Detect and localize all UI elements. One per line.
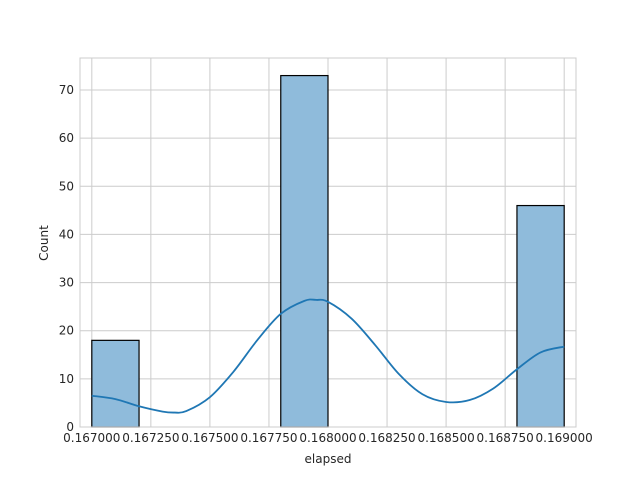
histogram-bar [91, 339, 140, 428]
histogram-bar [280, 74, 329, 428]
x-tick-label: 0.168500 [417, 431, 474, 445]
y-tick-labels: 0 10 20 30 40 50 60 70 [59, 83, 74, 434]
y-tick-label: 70 [59, 83, 74, 97]
y-tick-label: 0 [66, 420, 74, 434]
y-axis-title: Count [37, 225, 51, 261]
plot-frame [79, 57, 577, 428]
x-tick-label: 0.167000 [63, 431, 120, 445]
x-tick-labels: 0.167000 0.167250 0.167500 0.167750 0.168000… [63, 431, 593, 445]
x-tick-label: 0.168000 [299, 431, 356, 445]
histogram-bar [516, 204, 565, 428]
x-tick-label: 0.168250 [358, 431, 415, 445]
histogram-bars [91, 74, 565, 428]
y-tick-label: 20 [59, 324, 74, 338]
y-tick-label: 60 [59, 131, 74, 145]
kde-curve-group [91, 298, 565, 414]
x-tick-label: 0.167250 [122, 431, 179, 445]
x-tick-label: 0.167500 [181, 431, 238, 445]
x-tick-label: 0.167750 [240, 431, 297, 445]
x-tick-label: 0.169000 [536, 431, 593, 445]
kde-line [91, 298, 565, 414]
y-tick-label: 50 [59, 179, 74, 193]
y-tick-label: 40 [59, 227, 74, 241]
x-tick-label: 0.168750 [477, 431, 534, 445]
y-tick-label: 30 [59, 276, 74, 290]
y-tick-label: 10 [59, 372, 74, 386]
x-axis-title: elapsed [305, 452, 352, 466]
